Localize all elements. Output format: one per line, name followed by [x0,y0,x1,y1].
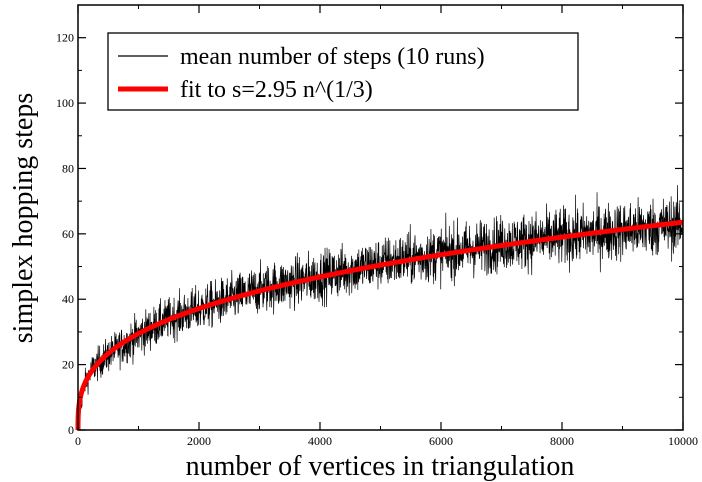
y-tick-label: 100 [56,96,74,110]
ticks: 0 2000 4000 6000 8000 10000 0 20 40 60 80 100 120 [56,4,698,448]
x-axis-label: number of vertices in triangulation [186,451,575,482]
y-tick-label: 80 [62,161,74,175]
fit-line [75,219,684,430]
y-tick-label: 0 [68,423,74,437]
legend-box [107,32,579,111]
legend: mean number of steps (10 runs) fit to s=… [107,32,579,111]
mean-steps-line [77,185,684,431]
x-tick-label: 10000 [668,434,698,448]
x-tick-label: 4000 [308,434,332,448]
legend-label-fit: fit to s=2.95 n^(1/3) [180,77,373,103]
x-tick-label: 8000 [550,434,574,448]
y-axis-label: simplex hopping steps [8,93,39,343]
y-tick-label: 60 [62,227,74,241]
y-tick-label: 120 [56,31,74,45]
x-tick-label: 2000 [187,434,211,448]
y-tick-label: 40 [62,292,74,306]
legend-label-mean: mean number of steps (10 runs) [180,44,485,70]
y-tick-label: 20 [62,358,74,372]
x-tick-label: 0 [75,434,81,448]
x-tick-label: 6000 [429,434,453,448]
mean-steps-series [77,185,684,431]
fit-series [75,219,684,430]
